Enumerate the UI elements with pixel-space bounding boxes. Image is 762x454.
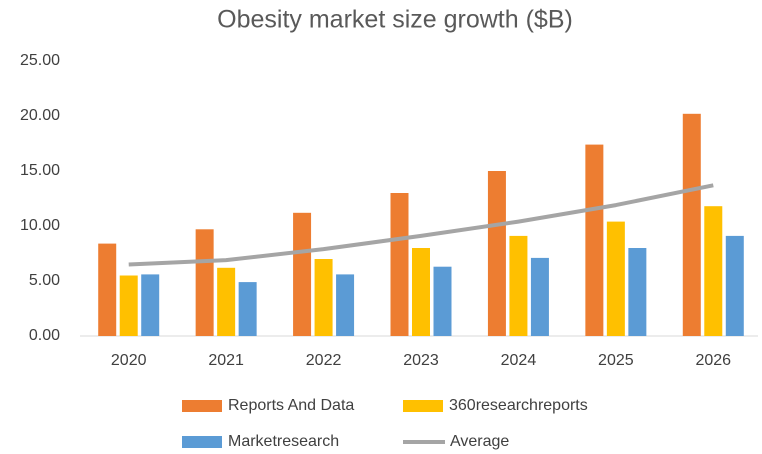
x-tick-label: 2025	[598, 352, 634, 369]
y-tick-label: 25.00	[20, 52, 60, 69]
bar	[412, 248, 430, 336]
bar	[585, 144, 604, 336]
bar	[704, 206, 723, 336]
legend-key	[403, 400, 443, 412]
y-tick-label: 20.00	[20, 107, 60, 124]
bar	[314, 259, 333, 336]
y-tick-label: 5.00	[29, 272, 60, 289]
bar	[433, 266, 452, 336]
y-tick-label: 15.00	[20, 162, 60, 179]
bar	[98, 243, 117, 336]
bar	[509, 235, 528, 336]
bar	[195, 229, 214, 336]
bar	[487, 171, 506, 336]
x-tick-label: 2021	[208, 352, 244, 369]
legend-label: 360researchreports	[449, 397, 588, 414]
bar	[682, 113, 701, 336]
bar	[628, 248, 647, 336]
x-tick-label: 2020	[111, 352, 147, 369]
bar	[606, 221, 625, 336]
chart-title: Obesity market size growth ($B)	[217, 6, 573, 34]
bar	[119, 275, 138, 336]
bar	[141, 274, 160, 336]
y-tick-label: 0.00	[29, 327, 60, 344]
x-tick-label: 2023	[403, 352, 439, 369]
line	[128, 183, 714, 267]
x-tick-label: 2022	[306, 352, 342, 369]
bar	[336, 274, 355, 336]
legend-label: Average	[450, 433, 509, 450]
legend-key	[182, 400, 222, 412]
x-tick-label: 2026	[695, 352, 731, 369]
bar	[293, 212, 312, 336]
legend-label: Reports And Data	[228, 397, 354, 414]
bar	[390, 193, 409, 336]
bar	[217, 267, 236, 336]
x-tick-label: 2024	[501, 352, 537, 369]
legend-label: Marketresearch	[228, 433, 339, 450]
legend-key	[182, 436, 222, 448]
bar	[238, 282, 257, 336]
bar	[725, 235, 744, 336]
y-tick-label: 10.00	[20, 217, 60, 234]
bar	[530, 257, 549, 336]
